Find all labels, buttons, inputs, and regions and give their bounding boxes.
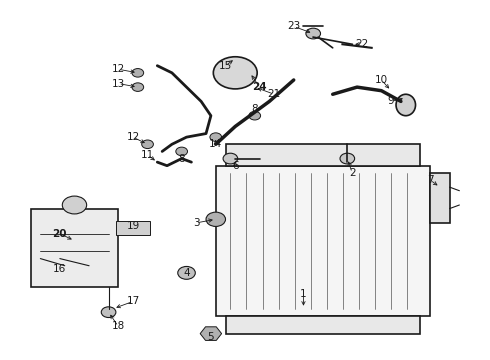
- FancyBboxPatch shape: [116, 221, 150, 235]
- Text: 10: 10: [375, 75, 388, 85]
- Text: 20: 20: [52, 229, 67, 239]
- Text: 22: 22: [355, 39, 368, 49]
- Circle shape: [132, 68, 144, 77]
- Text: 5: 5: [208, 332, 214, 342]
- Text: 2: 2: [349, 168, 356, 178]
- Text: 3: 3: [193, 218, 199, 228]
- Circle shape: [132, 83, 144, 91]
- Text: 15: 15: [219, 61, 232, 71]
- Text: 12: 12: [112, 64, 125, 74]
- Text: 12: 12: [126, 132, 140, 142]
- Text: 24: 24: [252, 82, 267, 92]
- Text: 1: 1: [300, 289, 307, 299]
- Text: 23: 23: [287, 21, 300, 31]
- Text: 16: 16: [53, 264, 67, 274]
- Text: 6: 6: [232, 161, 239, 171]
- Circle shape: [142, 140, 153, 149]
- Text: 7: 7: [427, 175, 434, 185]
- Text: 17: 17: [126, 296, 140, 306]
- Circle shape: [223, 153, 238, 164]
- Text: 14: 14: [209, 139, 222, 149]
- FancyBboxPatch shape: [430, 173, 450, 223]
- FancyBboxPatch shape: [225, 144, 420, 166]
- Text: 19: 19: [126, 221, 140, 231]
- FancyBboxPatch shape: [216, 166, 430, 316]
- Text: 11: 11: [141, 150, 154, 160]
- Circle shape: [340, 153, 355, 164]
- Circle shape: [206, 212, 225, 226]
- Text: 8: 8: [178, 154, 185, 163]
- Circle shape: [178, 266, 196, 279]
- Circle shape: [249, 111, 261, 120]
- Circle shape: [210, 133, 221, 141]
- Circle shape: [176, 147, 188, 156]
- FancyBboxPatch shape: [30, 208, 118, 287]
- Text: 9: 9: [388, 96, 394, 107]
- Circle shape: [306, 28, 320, 39]
- Text: 13: 13: [112, 78, 125, 89]
- Text: 21: 21: [268, 89, 281, 99]
- Text: 8: 8: [251, 104, 258, 113]
- Circle shape: [62, 196, 87, 214]
- Polygon shape: [200, 327, 221, 341]
- Ellipse shape: [396, 94, 416, 116]
- Circle shape: [101, 307, 116, 318]
- Text: 4: 4: [183, 268, 190, 278]
- Text: 18: 18: [112, 321, 125, 332]
- FancyBboxPatch shape: [225, 316, 420, 334]
- Circle shape: [213, 57, 257, 89]
